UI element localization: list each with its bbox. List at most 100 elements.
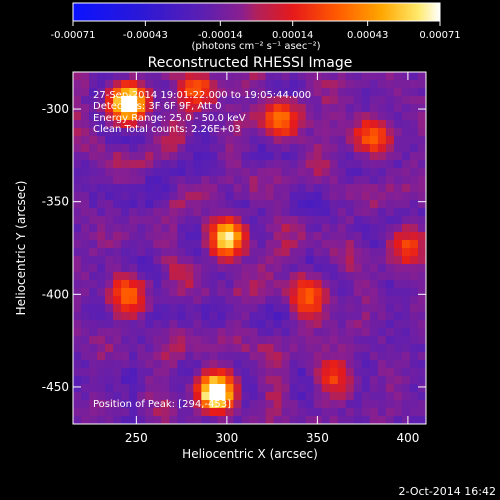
heatmap-cell [353, 328, 363, 337]
heatmap-cell [369, 408, 379, 417]
heatmap-cell [249, 392, 258, 401]
heatmap-cell [297, 200, 307, 209]
heatmap-cell [185, 184, 194, 193]
heatmap-cell [113, 168, 122, 177]
heatmap-cell [185, 72, 194, 81]
heatmap-cell [137, 296, 146, 305]
heatmap-cell [129, 232, 138, 241]
heatmap-cell [73, 328, 82, 337]
heatmap-cell [297, 256, 307, 265]
heatmap-cell [321, 264, 331, 273]
heatmap-cell [385, 408, 395, 417]
heatmap-cell [273, 120, 282, 129]
heatmap-cell [377, 272, 387, 281]
heatmap-cell [337, 392, 347, 401]
heatmap-cell [313, 400, 323, 409]
heatmap-cell [353, 152, 363, 161]
heatmap-cell [137, 208, 146, 217]
heatmap-cell [249, 104, 258, 113]
heatmap-cell [257, 232, 266, 241]
heatmap-cell [169, 288, 178, 297]
heatmap-cell [265, 264, 274, 273]
heatmap-cell [89, 368, 98, 377]
heatmap-cell [329, 392, 339, 401]
heatmap-cell [249, 416, 258, 424]
heatmap-cell [105, 104, 114, 113]
heatmap-cell [385, 80, 395, 89]
heatmap-cell [361, 360, 371, 369]
heatmap-cell [385, 264, 395, 273]
heatmap-cell [257, 208, 266, 217]
heatmap-cell [89, 384, 98, 393]
heatmap-cell [337, 144, 347, 153]
heatmap-cell [193, 128, 202, 137]
heatmap-cell [409, 264, 419, 273]
heatmap-cell [345, 200, 355, 209]
heatmap-cell [217, 144, 226, 153]
heatmap-cell [385, 104, 395, 113]
heatmap-cell [337, 264, 347, 273]
heatmap-cell [153, 360, 162, 369]
heatmap-cell [209, 144, 218, 153]
heatmap-cell [217, 296, 226, 305]
heatmap-cell [73, 232, 82, 241]
heatmap-cell [153, 416, 162, 424]
heatmap-cell [249, 368, 258, 377]
heatmap-cell [401, 312, 411, 321]
heatmap-cell [313, 256, 323, 265]
heatmap-cell [321, 240, 331, 249]
heatmap-cell [121, 160, 130, 169]
heatmap-cell [249, 216, 258, 225]
heatmap-cell [273, 72, 282, 81]
heatmap-cell [289, 296, 299, 305]
heatmap-cell [169, 224, 178, 233]
heatmap-cell [393, 112, 403, 121]
heatmap-cell [73, 240, 82, 249]
heatmap-cell [137, 400, 146, 409]
heatmap-cell [145, 408, 154, 417]
heatmap-cell [73, 128, 82, 137]
heatmap-cell [129, 152, 138, 161]
heatmap-cell [377, 336, 387, 345]
heatmap-cell [97, 280, 106, 289]
heatmap-cell [313, 200, 323, 209]
heatmap-cell [401, 200, 411, 209]
heatmap-cell [297, 392, 307, 401]
heatmap-cell [185, 288, 194, 297]
heatmap-cell [201, 408, 210, 417]
heatmap-cell [121, 80, 130, 89]
heatmap-cell [169, 152, 178, 161]
heatmap-cell [417, 96, 426, 105]
heatmap-cell [105, 168, 114, 177]
heatmap-cell [329, 312, 339, 321]
heatmap-cell [81, 360, 90, 369]
heatmap-cell [233, 104, 242, 113]
heatmap-cell [409, 80, 419, 89]
heatmap-cell [105, 280, 114, 289]
heatmap-cell [345, 296, 355, 305]
heatmap-cell [297, 296, 307, 305]
heatmap-cell [241, 200, 250, 209]
heatmap-cell [369, 288, 379, 297]
heatmap-cell [145, 352, 154, 361]
heatmap-cell [273, 232, 282, 241]
heatmap-cell [257, 144, 266, 153]
heatmap-cell [369, 200, 379, 209]
heatmap-cell [129, 264, 138, 273]
heatmap-cell [145, 248, 154, 257]
heatmap-cell [113, 96, 122, 105]
heatmap-cell [201, 344, 210, 353]
heatmap-cell [113, 104, 122, 113]
heatmap-cell [97, 152, 106, 161]
heatmap-cell [329, 216, 339, 225]
heatmap-cell [105, 416, 114, 424]
heatmap-cell [89, 152, 98, 161]
heatmap-cell [241, 88, 250, 97]
heatmap-cell [305, 216, 315, 225]
heatmap-cell [97, 304, 106, 313]
heatmap-cell [185, 208, 194, 217]
heatmap-cell [313, 176, 323, 185]
heatmap-cell [185, 408, 194, 417]
heatmap-cell [281, 96, 291, 105]
heatmap-cell [273, 360, 282, 369]
